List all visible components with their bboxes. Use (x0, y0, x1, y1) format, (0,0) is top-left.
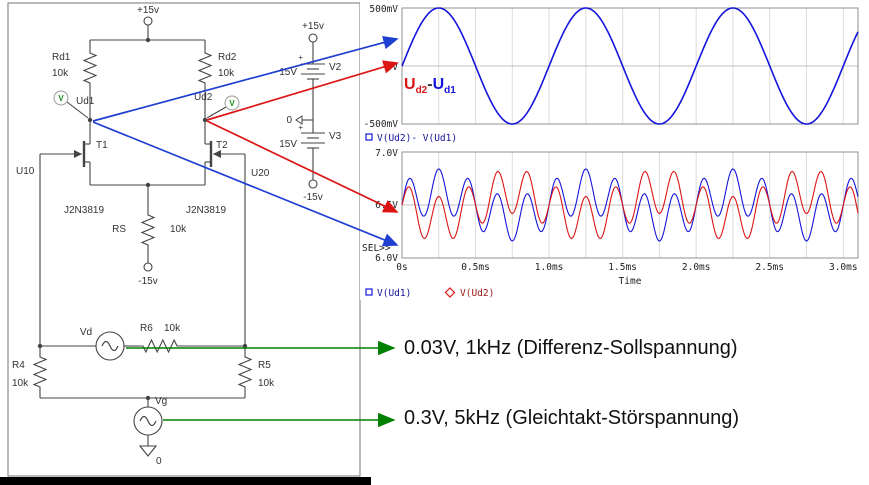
supply-top-label: +15v (302, 21, 324, 32)
annotation-commonmode-source: 0.3V, 5kHz (Gleichtakt-Störspannung) (404, 407, 739, 429)
plot1-svg: 500mV 0V -500mV V(Ud2)- V(Ud1) (364, 4, 859, 144)
resistor-r6 (138, 338, 182, 354)
plot2-legend-diamond-icon (444, 287, 456, 298)
voltage-probe-ud2: V (224, 95, 240, 111)
rd1-name: Rd1 (52, 52, 71, 63)
source-vd (95, 331, 125, 361)
r6-value: 10k (164, 323, 181, 334)
plot1-ytick-top: 500mV (369, 4, 398, 15)
vcc-terminal (143, 16, 153, 26)
net0-label: 0 (286, 115, 292, 126)
plot2-xtick-3: 1.5ms (608, 262, 637, 273)
plot2-xtick-5: 2.5ms (755, 262, 784, 273)
v2-top-terminal (308, 33, 318, 43)
rd2-value: 10k (218, 68, 235, 79)
plot2-legend-square-icon (365, 288, 373, 296)
bottom-edge-bar (0, 477, 371, 485)
inline-red-u: U (404, 76, 416, 93)
sine-icon (139, 415, 157, 427)
probe2-glyph: V (229, 99, 235, 108)
plot2-xtick-6: 3.0ms (829, 262, 858, 273)
vee-terminal (143, 262, 153, 272)
inline-blue-u: U (432, 76, 445, 93)
ground-label: 0 (156, 456, 162, 467)
r5-name: R5 (258, 360, 271, 371)
plot-differential-voltage: 500mV 0V -500mV V(Ud2)- V(Ud1) (360, 0, 869, 148)
supply-bottom-label: -15v (303, 192, 322, 203)
r4-name: R4 (12, 360, 25, 371)
t1-gate-arrow-icon (74, 150, 82, 158)
annotation-differential-source: 0.03V, 1kHz (Differenz-Sollspannung) (404, 337, 738, 359)
vcc-label: +15v (137, 5, 159, 16)
plot2-svg: 7.0V 6.5V 6.0V SEL>> 0s 0.5ms 1.0ms 1.5m… (362, 148, 859, 299)
v2-name: V2 (329, 62, 342, 73)
probe1-glyph: V (58, 94, 64, 103)
r5-value: 10k (258, 378, 275, 389)
ground-symbol-icon (138, 445, 158, 457)
vee-label: -15v (138, 276, 157, 287)
transistor-t1-jfet (74, 141, 86, 167)
rs-value: 10k (170, 224, 187, 235)
rs-name: RS (112, 224, 126, 235)
inline-red-sub: d2 (415, 85, 428, 97)
resistor-r5 (237, 352, 253, 392)
v3-bottom-terminal (308, 179, 318, 189)
circuit-schematic: V V +15v Rd1 10k Rd2 10k (7, 2, 361, 477)
plot2-xtick-4: 2.0ms (682, 262, 711, 273)
source-vg (133, 406, 163, 436)
v3-name: V3 (329, 131, 342, 142)
voltage-probe-ud1: V (53, 90, 69, 106)
plot1-inline-label: Ud2-Ud1 (404, 76, 456, 96)
plot1-legend-square-icon (365, 133, 373, 141)
inline-blue-sub: d1 (444, 85, 456, 97)
u10-label: U10 (16, 166, 35, 177)
sine-icon (101, 340, 119, 352)
resistor-r4 (32, 352, 48, 392)
plot2-grid (401, 152, 858, 258)
plot2-legend-ud1: V(Ud1) (377, 288, 411, 299)
plot2-ytick-top: 7.0V (375, 148, 398, 159)
plot2-ytick-mid: 6.5V (375, 200, 398, 211)
rd2-name: Rd2 (218, 52, 237, 63)
r4-value: 10k (12, 378, 29, 389)
v3-plus-sign: + (298, 123, 303, 132)
t1-model-label: J2N3819 (64, 205, 104, 216)
plot2-xtick-1: 0.5ms (461, 262, 490, 273)
plot1-traces (401, 7, 859, 125)
u20-label: U20 (251, 168, 270, 179)
plot1-legend-label: V(Ud2)- V(Ud1) (377, 133, 457, 144)
v2-value: 15V (279, 67, 297, 78)
plot2-xtick-2: 1.0ms (535, 262, 564, 273)
plot2-traces (401, 168, 859, 242)
t2-model-label: J2N3819 (186, 205, 226, 216)
plot2-legend-ud2: V(Ud2) (460, 288, 494, 299)
vg-label: Vg (155, 396, 167, 407)
v3-value: 15V (279, 139, 297, 150)
probe2-label: Ud2 (194, 92, 213, 103)
vd-label: Vd (80, 327, 92, 338)
r6-name: R6 (140, 323, 153, 334)
plot1-grid (401, 8, 858, 124)
plot1-ytick-mid: 0V (387, 62, 399, 73)
plot2-ytick-bottom: 6.0V (375, 253, 398, 264)
inline-minus: - (427, 76, 433, 93)
plot1-ytick-bottom: -500mV (364, 119, 399, 130)
rd1-value: 10k (52, 68, 69, 79)
t1-label: T1 (96, 140, 108, 151)
plot2-sel-label: SEL>> (362, 243, 391, 254)
v2-plus-sign: + (298, 53, 303, 62)
plot2-xaxis-title: Time (619, 276, 642, 287)
plot-drain-voltages: 7.0V 6.5V 6.0V SEL>> 0s 0.5ms 1.0ms 1.5m… (360, 148, 869, 300)
t2-label: T2 (216, 140, 228, 151)
probe1-label: Ud1 (76, 96, 95, 107)
plot2-xtick-0: 0s (396, 262, 407, 273)
